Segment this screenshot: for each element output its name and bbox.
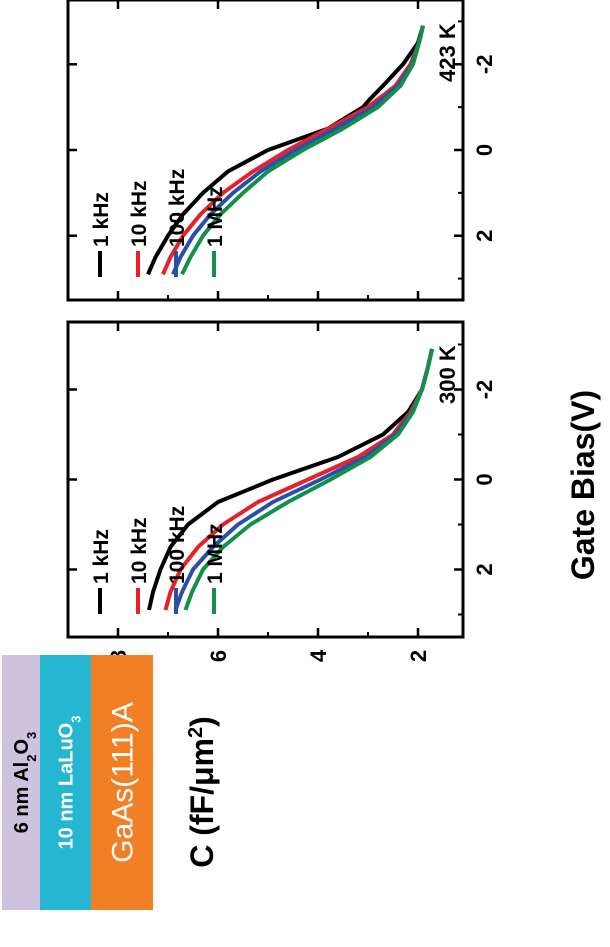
x-tick-label: 0: [472, 473, 497, 485]
x-tick-label: 2: [472, 230, 497, 242]
series-line: [183, 348, 434, 611]
legend-label: 10 kHz: [128, 180, 151, 247]
legend-label: 1 MHz: [204, 523, 227, 584]
legend: 1 kHz 10 kHz 100 kHz 1 MHz: [90, 506, 227, 614]
stack-layer-label: 10 nm LaLuO3: [56, 716, 84, 850]
series-line: [180, 25, 425, 276]
temperature-label: 300 K: [435, 345, 460, 404]
legend-label: 1 kHz: [90, 192, 113, 247]
stack-layer: [2, 655, 40, 910]
temperature-label: 423 K: [435, 23, 460, 82]
x-tick-label: 2: [472, 563, 497, 575]
stack-layer: [40, 655, 91, 910]
y-axis-label: C (fF/μm2): [184, 716, 220, 868]
x-tick-label: -2: [472, 380, 497, 400]
x-tick-label: -2: [472, 55, 497, 75]
y-tick-label: 4: [306, 649, 331, 662]
stack-layer: [91, 655, 153, 910]
x-axis-label: Gate Bias(V): [565, 390, 601, 580]
series-line: [146, 25, 425, 276]
stack-layer-label: GaAs(111)A: [107, 702, 140, 863]
legend: 1 kHz 10 kHz 100 kHz 1 MHz: [90, 169, 227, 277]
y-tick-label: 6: [206, 650, 231, 662]
legend-label: 1 kHz: [90, 529, 113, 584]
legend-label: 100 kHz: [166, 169, 189, 247]
legend-label: 1 MHz: [204, 186, 227, 247]
stack-layer-label: 6 nm Al2O3: [11, 732, 39, 834]
x-tick-label: 0: [472, 144, 497, 156]
material-stack: 6 nm Al2O3 10 nm LaLuO3 GaAs(111)A: [2, 655, 153, 910]
y-tick-label: 2: [406, 650, 431, 662]
cv-panel-2: -2 0 2 1 kHz 10 kHz 100 kHz 1 MHz 423 K: [66, 0, 497, 302]
legend-label: 100 kHz: [166, 506, 189, 584]
legend-label: 10 kHz: [128, 517, 151, 584]
plot-frame: [66, 320, 465, 639]
